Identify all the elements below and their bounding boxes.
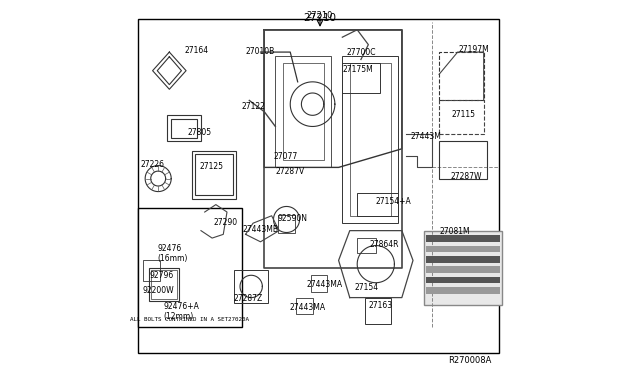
Text: 92476+A
(12mm): 92476+A (12mm) bbox=[164, 302, 200, 321]
Text: 27125: 27125 bbox=[199, 162, 223, 171]
Text: 27700C: 27700C bbox=[347, 48, 376, 57]
Bar bbox=[149, 268, 179, 301]
Text: 27154+A: 27154+A bbox=[376, 197, 412, 206]
Bar bbox=[426, 246, 500, 252]
Bar bbox=[234, 270, 268, 303]
Text: 27290: 27290 bbox=[213, 218, 237, 227]
Bar bbox=[439, 141, 488, 179]
Text: R270008A: R270008A bbox=[448, 356, 491, 365]
Bar bbox=[283, 63, 324, 160]
Text: 92796: 92796 bbox=[150, 271, 174, 280]
Bar bbox=[426, 256, 500, 263]
Bar bbox=[275, 56, 331, 167]
Bar bbox=[357, 193, 398, 216]
Text: 27443MA: 27443MA bbox=[307, 280, 343, 289]
Bar bbox=[143, 260, 160, 281]
Bar bbox=[191, 151, 236, 199]
Bar bbox=[151, 270, 177, 299]
Text: 27287V: 27287V bbox=[275, 167, 305, 176]
Bar bbox=[168, 115, 201, 141]
Bar bbox=[426, 266, 500, 273]
Text: ALL BOLTS CONTAINED IN A SET27020A: ALL BOLTS CONTAINED IN A SET27020A bbox=[131, 317, 250, 322]
Text: 27154: 27154 bbox=[355, 283, 379, 292]
Bar bbox=[296, 298, 312, 314]
Text: 92476
(16mm): 92476 (16mm) bbox=[157, 244, 188, 263]
Bar bbox=[424, 231, 502, 305]
Bar bbox=[439, 52, 484, 100]
Text: 27077: 27077 bbox=[273, 153, 298, 161]
Bar bbox=[310, 275, 328, 292]
Text: 27122: 27122 bbox=[242, 102, 266, 111]
Text: 27010B: 27010B bbox=[246, 47, 275, 56]
Text: 27864R: 27864R bbox=[369, 240, 399, 249]
Bar bbox=[349, 63, 390, 216]
Text: 27197M: 27197M bbox=[458, 45, 489, 54]
Bar bbox=[138, 208, 242, 327]
Text: 27115: 27115 bbox=[452, 110, 476, 119]
Text: 27164: 27164 bbox=[184, 46, 209, 55]
Bar bbox=[426, 235, 500, 242]
Text: 92200W: 92200W bbox=[142, 286, 174, 295]
Bar bbox=[426, 287, 500, 294]
Bar bbox=[342, 56, 398, 223]
Text: 27226: 27226 bbox=[141, 160, 164, 169]
Text: 27287W: 27287W bbox=[451, 172, 483, 181]
Text: 92590N: 92590N bbox=[277, 214, 307, 223]
Text: 27163: 27163 bbox=[369, 301, 393, 310]
Text: 27210: 27210 bbox=[306, 11, 332, 20]
Text: 27210: 27210 bbox=[303, 13, 337, 23]
Text: 27443M: 27443M bbox=[410, 132, 441, 141]
Bar bbox=[365, 298, 390, 324]
Text: 27805: 27805 bbox=[187, 128, 211, 137]
Text: 27443MB: 27443MB bbox=[243, 225, 278, 234]
Text: 27443MA: 27443MA bbox=[289, 303, 326, 312]
Bar bbox=[172, 119, 197, 138]
Text: 27287Z: 27287Z bbox=[234, 294, 263, 303]
Bar bbox=[357, 238, 376, 253]
Bar bbox=[426, 277, 500, 283]
Text: 27081M: 27081M bbox=[440, 227, 470, 236]
Bar bbox=[278, 215, 295, 232]
Bar bbox=[195, 154, 232, 195]
Text: 27175M: 27175M bbox=[342, 65, 373, 74]
Bar bbox=[342, 63, 380, 93]
